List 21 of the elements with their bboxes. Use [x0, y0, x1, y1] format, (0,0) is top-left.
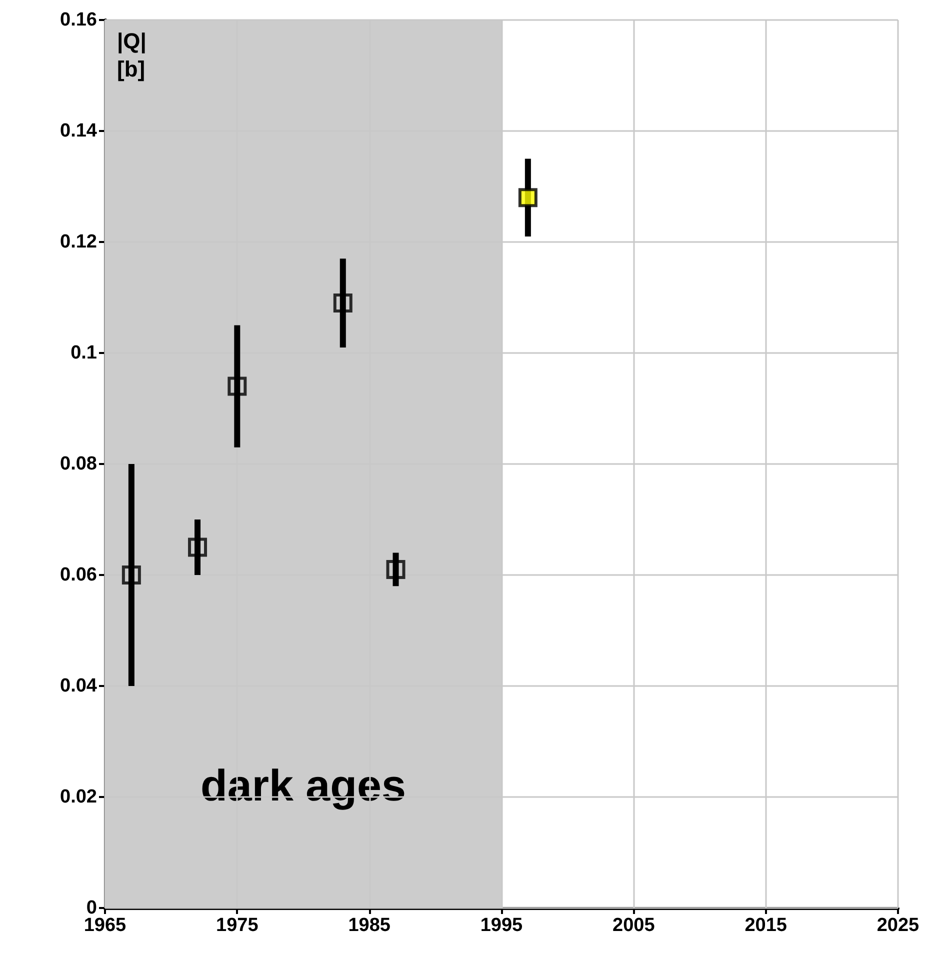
x-tick-label: 1975	[216, 915, 259, 936]
y-tick-label: 0.16	[60, 10, 97, 30]
y-tick-label: 0.12	[60, 232, 97, 252]
y-tick-label: 0.02	[60, 786, 97, 808]
y-tick-label: 0.04	[60, 676, 98, 696]
point	[386, 560, 406, 579]
point	[228, 376, 247, 396]
x-tick-label: 1995	[480, 915, 524, 936]
x-tick-label: 2005	[612, 915, 656, 936]
point	[188, 538, 208, 557]
y-tick-label: 0.06	[60, 564, 97, 586]
y-tick-label: 0.1	[70, 342, 98, 364]
point	[333, 294, 352, 313]
x-tick-label: 2015	[744, 915, 788, 936]
y-tick-label: 0.08	[60, 454, 97, 474]
x-tick-label: 2025	[876, 915, 920, 936]
x-tick-label: 1985	[348, 915, 391, 936]
y-axis-title: |Q| [b]	[117, 28, 153, 82]
y-tick-label: 0.14	[60, 120, 98, 142]
point	[122, 566, 141, 584]
point	[518, 188, 538, 208]
